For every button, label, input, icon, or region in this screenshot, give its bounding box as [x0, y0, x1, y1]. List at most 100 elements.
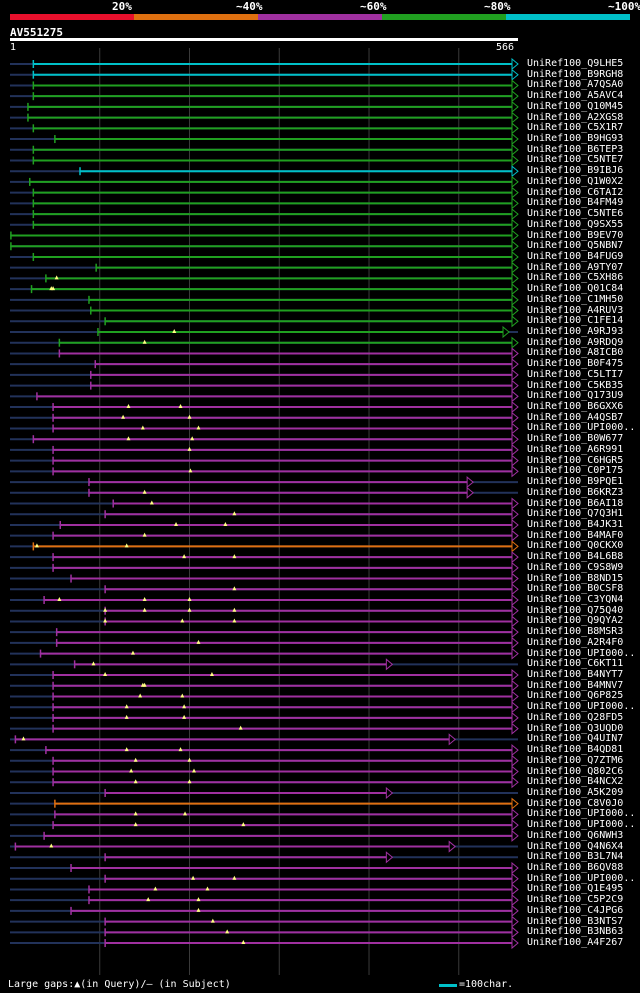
hit-label[interactable]: UniRef100_UPI000.. [527, 819, 636, 831]
hit-label[interactable]: UniRef100_A9TY07 [527, 261, 624, 273]
hit-label[interactable]: UniRef100_B9PQE1 [527, 476, 624, 488]
hit-label[interactable]: UniRef100_B4QD81 [527, 744, 624, 756]
hit-label[interactable]: UniRef100_A2R4F0 [527, 636, 624, 648]
hit-label[interactable]: UniRef100_UPI000.. [527, 701, 636, 713]
hit-label[interactable]: UniRef100_Q01C84 [527, 283, 624, 295]
hit-label[interactable]: UniRef100_Q173U9 [527, 390, 624, 402]
hit-label[interactable]: UniRef100_Q4UIN7 [527, 733, 624, 745]
hit-label[interactable]: UniRef100_Q1W0X2 [527, 175, 624, 187]
hit-label[interactable]: UniRef100_B0W677 [527, 433, 624, 445]
hit-label[interactable]: UniRef100_Q9QYA2 [527, 615, 624, 627]
hit-label[interactable]: UniRef100_A9RJ93 [527, 326, 624, 337]
hit-label[interactable]: UniRef100_UPI000.. [527, 422, 636, 434]
hit-arrow [511, 250, 519, 264]
hit-label[interactable]: UniRef100_B8MSR3 [527, 626, 624, 638]
hit-arrow [511, 593, 519, 607]
hit-label[interactable]: UniRef100_B9EV70 [527, 229, 624, 241]
hit-label[interactable]: UniRef100_Q28FD5 [527, 711, 624, 723]
hit-label[interactable]: UniRef100_A5AVC4 [527, 90, 624, 102]
hit-label[interactable]: UniRef100_A9RDQ9 [527, 336, 624, 348]
hit-label[interactable]: UniRef100_C4JPG6 [527, 904, 624, 916]
hit-label[interactable]: UniRef100_C5NTE7 [527, 154, 624, 166]
hit-label[interactable]: UniRef100_B6TEP3 [527, 143, 624, 155]
hit-label[interactable]: UniRef100_Q9LHE5 [527, 58, 624, 69]
hit-arrow [511, 711, 519, 724]
hit-label[interactable]: UniRef100_Q7ZTM6 [527, 754, 624, 766]
hit-label[interactable]: UniRef100_B6QV88 [527, 862, 624, 873]
hit-label[interactable]: UniRef100_B9IBJ6 [527, 165, 624, 177]
hit-label[interactable]: UniRef100_B3NTS7 [527, 915, 624, 927]
hit-label[interactable]: UniRef100_C6HGR5 [527, 454, 624, 466]
hit-label[interactable]: UniRef100_B8ND15 [527, 572, 624, 584]
hit-label[interactable]: UniRef100_B9HG93 [527, 133, 624, 145]
hit-label[interactable]: UniRef100_A4QSB7 [527, 411, 624, 423]
hit-label[interactable]: UniRef100_B4JK31 [527, 518, 624, 530]
hit-label[interactable]: UniRef100_Q3UQD0 [527, 722, 624, 734]
hit-label[interactable]: UniRef100_C3YQN4 [527, 594, 624, 605]
hit-label[interactable]: UniRef100_Q0CKX0 [527, 540, 624, 552]
hit-label[interactable]: UniRef100_B4FM49 [527, 197, 624, 209]
hit-label[interactable]: UniRef100_C5KB35 [527, 379, 624, 391]
hit-label[interactable]: UniRef100_C1FE14 [527, 315, 624, 327]
hit-label[interactable]: UniRef100_C8V0J0 [527, 797, 624, 809]
hit-label[interactable]: UniRef100_A4F267 [527, 937, 624, 949]
hit-label[interactable]: UniRef100_B9RGH8 [527, 68, 624, 80]
hit-label[interactable]: UniRef100_B0F475 [527, 358, 624, 370]
hit-label[interactable]: UniRef100_A2XGS8 [527, 111, 624, 123]
hit-label[interactable]: UniRef100_Q6P825 [527, 690, 624, 702]
hit-label[interactable]: UniRef100_B0CSF8 [527, 583, 624, 595]
hit-label[interactable]: UniRef100_B6KRZ3 [527, 486, 624, 498]
hit-label[interactable]: UniRef100_B4MNV7 [527, 679, 624, 691]
hit-label[interactable]: UniRef100_Q7Q3H1 [527, 508, 624, 520]
hit-label[interactable]: UniRef100_Q1E495 [527, 883, 624, 895]
hit-label[interactable]: UniRef100_Q10M45 [527, 100, 624, 112]
hit-label[interactable]: UniRef100_Q4N6X4 [527, 840, 624, 852]
hit-arrow [511, 497, 519, 510]
hit-label[interactable]: UniRef100_A7QSA0 [527, 79, 624, 91]
hit-label[interactable]: UniRef100_UPI000.. [527, 808, 636, 820]
hit-label[interactable]: UniRef100_C6KT11 [527, 658, 624, 670]
hit-label[interactable]: UniRef100_UPI000.. [527, 647, 636, 659]
hit-label[interactable]: UniRef100_B6GXX6 [527, 401, 624, 413]
hit-label[interactable]: UniRef100_C5X1R7 [527, 122, 624, 134]
hit-label[interactable]: UniRef100_Q5NBN7 [527, 240, 624, 252]
hit-label[interactable]: UniRef100_C9S8W9 [527, 561, 624, 573]
hit-label[interactable]: UniRef100_C6TAI2 [527, 186, 624, 198]
query-gap-marker [133, 779, 138, 784]
hit-label[interactable]: UniRef100_B3L7N4 [527, 851, 624, 863]
hit-label[interactable]: UniRef100_UPI000.. [527, 872, 636, 884]
hit-label[interactable]: UniRef100_C5LTI7 [527, 368, 624, 380]
hit-label[interactable]: UniRef100_C0P175 [527, 465, 624, 477]
hit-label[interactable]: UniRef100_Q802C6 [527, 765, 624, 777]
hit-arrow [385, 658, 394, 671]
query-gap-marker [187, 607, 192, 612]
hit-arrow [511, 701, 519, 714]
query-gap-marker [91, 661, 96, 666]
hit-label[interactable]: UniRef100_C5NTE6 [527, 208, 624, 220]
hit-arrow [511, 90, 519, 103]
hit-arrow [511, 572, 519, 585]
hit-label[interactable]: UniRef100_B4MAF0 [527, 529, 624, 541]
hit-label[interactable]: UniRef100_C5XH86 [527, 272, 624, 284]
hit-label[interactable]: UniRef100_B4L6B8 [527, 551, 624, 563]
hit-label[interactable]: UniRef100_A6R991 [527, 443, 624, 455]
hit-label[interactable]: UniRef100_Q75Q40 [527, 604, 624, 616]
query-gap-marker [196, 897, 201, 902]
hit-label[interactable]: UniRef100_B4NCX2 [527, 776, 624, 788]
hit-label[interactable]: UniRef100_B4NYT7 [527, 669, 624, 681]
hit-label[interactable]: UniRef100_C1MH50 [527, 293, 624, 305]
hit-label[interactable]: UniRef100_B3NB63 [527, 926, 624, 938]
hit-arrow [511, 186, 519, 199]
hit-label[interactable]: UniRef100_C5P2C9 [527, 894, 624, 906]
hit-label[interactable]: UniRef100_B4FUG9 [527, 250, 624, 262]
hit-label[interactable]: UniRef100_A5K209 [527, 786, 624, 798]
hit-arrow [466, 486, 474, 499]
hit-label[interactable]: UniRef100_B6AI18 [527, 497, 624, 509]
hit-label[interactable]: UniRef100_Q9SX55 [527, 218, 624, 230]
hit-label[interactable]: UniRef100_Q6NWH3 [527, 829, 624, 841]
query-gap-marker [232, 875, 237, 880]
gaps-legend: Large gaps:▲(in Query)/— (in Subject) [8, 979, 231, 990]
hit-label[interactable]: UniRef100_A4RUV3 [527, 304, 624, 316]
query-gap-marker [153, 886, 158, 891]
hit-label[interactable]: UniRef100_A8ICB0 [527, 347, 624, 359]
